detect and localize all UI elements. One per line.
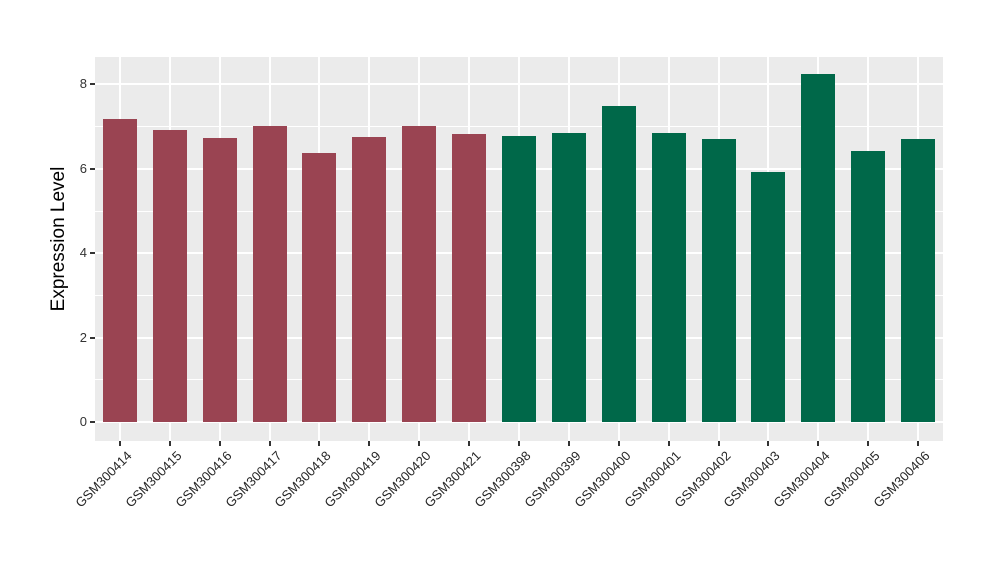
x-tick-mark <box>717 441 720 446</box>
y-tick-mark <box>90 252 95 255</box>
x-tick-mark <box>667 441 670 446</box>
bar-GSM300416 <box>202 137 237 422</box>
bar-GSM300403 <box>751 171 786 422</box>
x-tick-mark <box>567 441 570 446</box>
bar-GSM300415 <box>152 129 187 422</box>
plot-panel <box>95 57 943 441</box>
bar-GSM300406 <box>901 139 936 422</box>
y-tick-label: 4 <box>79 245 87 261</box>
bar-GSM300404 <box>801 73 836 422</box>
x-tick-mark <box>368 441 371 446</box>
x-tick-mark <box>218 441 221 446</box>
x-tick-mark <box>468 441 471 446</box>
bar-GSM300414 <box>102 118 137 422</box>
y-tick-label: 6 <box>79 160 87 176</box>
bar-GSM300419 <box>352 136 387 422</box>
y-axis-title: Expression Level <box>48 166 69 312</box>
y-tick-mark <box>90 167 95 170</box>
y-tick-label: 8 <box>79 76 87 92</box>
bar-GSM300405 <box>851 151 886 422</box>
x-tick-mark <box>767 441 770 446</box>
y-tick-label: 0 <box>79 414 87 429</box>
x-tick-mark <box>268 441 271 446</box>
bar-GSM300399 <box>551 133 586 422</box>
bar-GSM300401 <box>651 133 686 422</box>
y-tick-mark <box>90 83 95 86</box>
x-tick-mark <box>617 441 620 446</box>
bar-GSM300400 <box>601 105 636 422</box>
bar-GSM300421 <box>452 134 487 422</box>
bar-GSM300418 <box>302 152 337 422</box>
x-tick-mark <box>867 441 870 446</box>
bar-GSM300402 <box>701 138 736 422</box>
bar-GSM300417 <box>252 126 287 422</box>
y-tick-mark <box>90 421 95 423</box>
x-tick-mark <box>168 441 171 446</box>
x-tick-mark <box>518 441 520 446</box>
x-tick-mark <box>118 441 121 446</box>
x-tick-mark <box>817 441 820 446</box>
bar-GSM300398 <box>502 135 536 422</box>
x-tick-mark <box>418 441 421 446</box>
y-tick-mark <box>90 336 95 339</box>
y-tick-label: 2 <box>79 329 87 345</box>
x-tick-mark <box>917 441 920 446</box>
bar-GSM300420 <box>402 126 437 422</box>
x-tick-mark <box>318 441 321 446</box>
